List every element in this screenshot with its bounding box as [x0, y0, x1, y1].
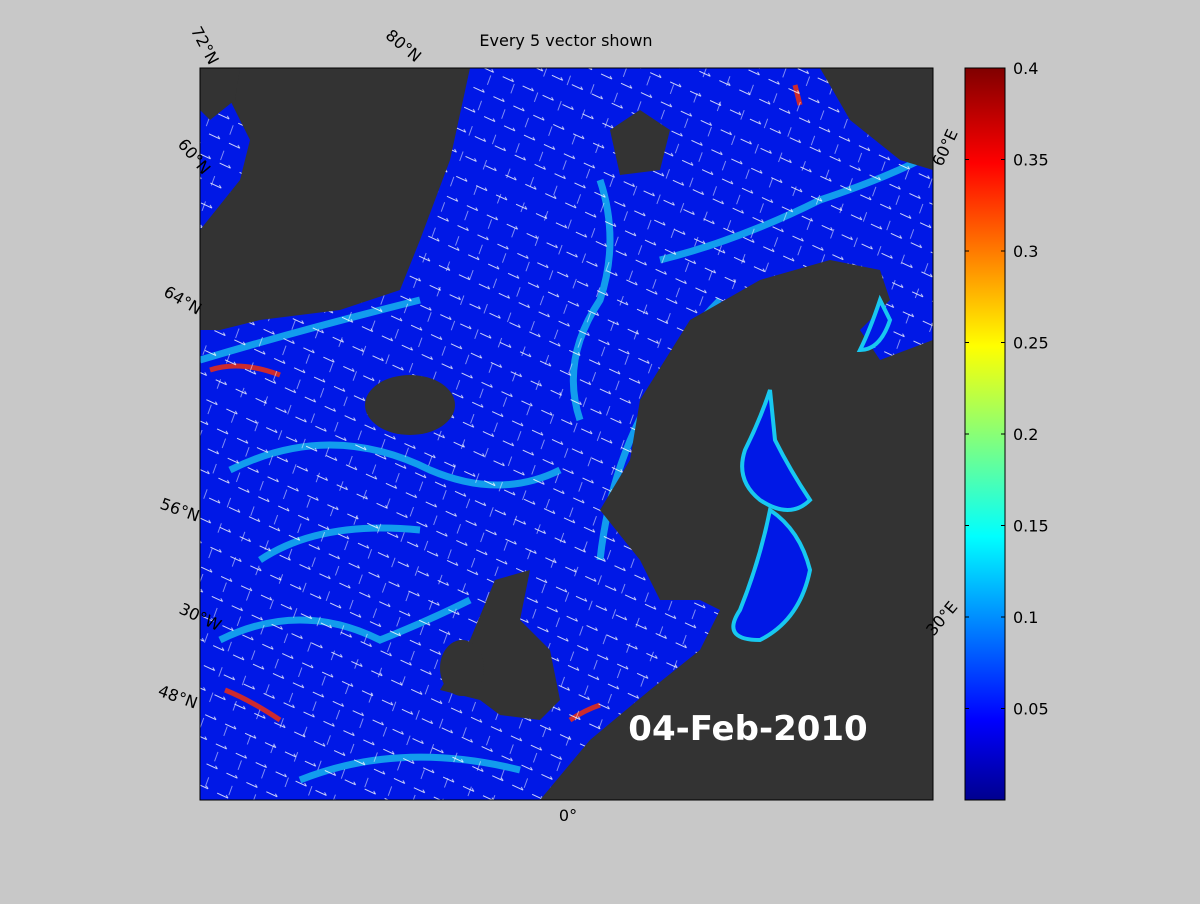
graticule-label: 48°N: [156, 681, 200, 713]
tick-label: 0.1: [1013, 608, 1038, 627]
tick-label: 0.15: [1013, 517, 1049, 536]
map: [200, 68, 933, 800]
land: [200, 68, 933, 800]
tick-label: 0.3: [1013, 242, 1038, 261]
tick-label: 0.35: [1013, 151, 1049, 170]
date-label: 04-Feb-2010: [628, 709, 867, 749]
colorbar: 0.05 0.1 0.15 0.2 0.25 0.3 0.35 0.4: [964, 59, 1049, 801]
map-title: Every 5 vector shown: [479, 31, 652, 50]
inland-seas: [731, 294, 893, 643]
graticule-label: 56°N: [158, 494, 202, 526]
map-frame: [199, 67, 934, 801]
tick-label: 0.2: [1013, 425, 1038, 444]
graticule-label: 80°N: [382, 26, 425, 66]
tick-label: 0.4: [1013, 59, 1038, 78]
graticule-label: 0°: [559, 806, 577, 825]
tick-label: 0.25: [1013, 334, 1049, 353]
graticule-label: 64°N: [161, 282, 205, 319]
graticule-label: 72°N: [187, 23, 223, 68]
colorbar-scale: [964, 67, 1006, 801]
tick-label: 0.05: [1013, 700, 1049, 719]
